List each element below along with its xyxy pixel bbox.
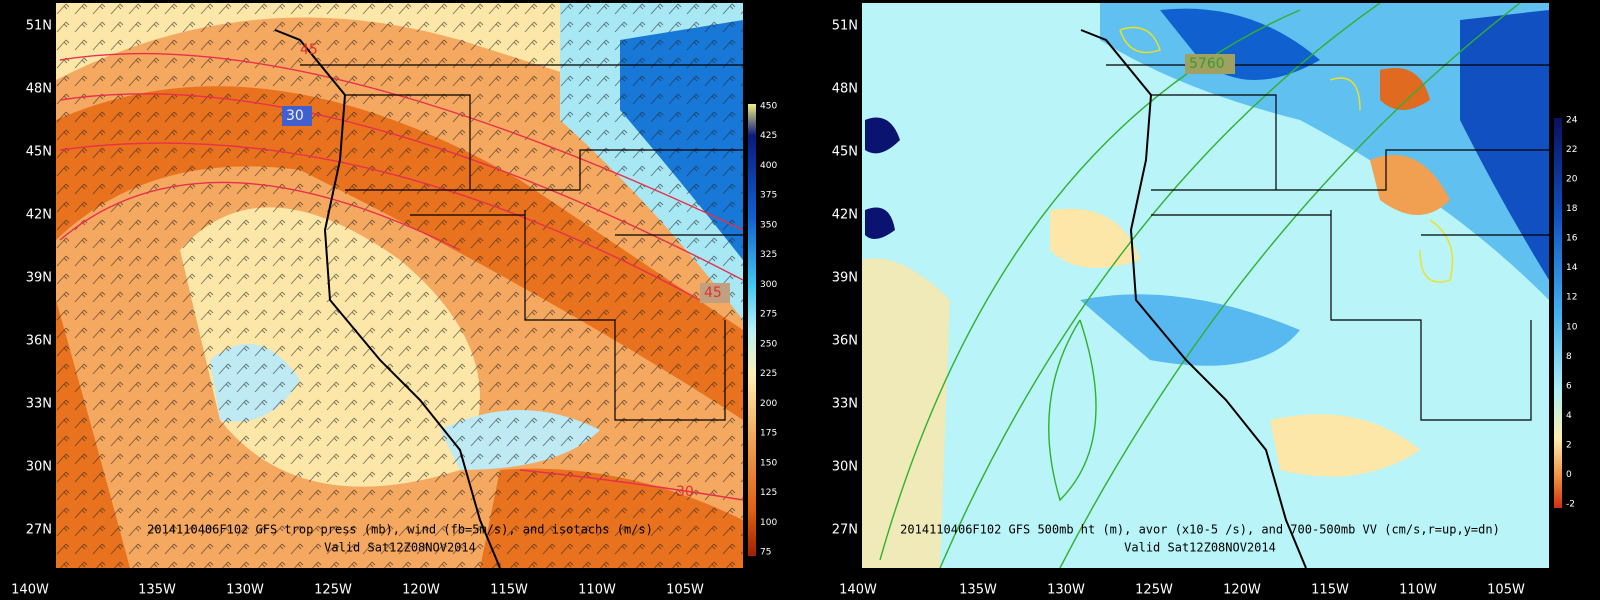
lat-label: 51N (832, 19, 858, 34)
colorbar-label: 150 (760, 458, 777, 468)
lon-label: 130W (1047, 583, 1085, 598)
colorbar-label: -2 (1566, 500, 1575, 510)
contour-label: 30 (676, 484, 694, 500)
lon-label: 140W (11, 583, 49, 598)
contour-label-box (1185, 54, 1235, 74)
caption: 2014110406F102 GFS trop press (mb), wind… (147, 523, 653, 537)
lon-label: 120W (1223, 583, 1261, 598)
lon-label: 120W (402, 583, 440, 598)
lat-label: 42N (26, 208, 52, 223)
contour-label: 5760 (1189, 56, 1225, 72)
colorbar-label: 300 (760, 280, 777, 290)
contour-label: 45 (300, 42, 318, 58)
lon-label: 115W (490, 583, 528, 598)
lat-label: 33N (832, 397, 858, 412)
colorbar-label: 125 (760, 488, 777, 498)
lon-label: 105W (1487, 583, 1525, 598)
colorbar-label: 8 (1566, 352, 1572, 362)
colorbar (1554, 118, 1562, 508)
colorbar-label: 100 (760, 518, 777, 528)
lon-label: 125W (1135, 583, 1173, 598)
colorbar-label: 0 (1566, 470, 1572, 480)
colorbar-label: 6 (1566, 381, 1572, 391)
valid-time: Valid Sat12Z08NOV2014 (1124, 541, 1276, 555)
lat-label: 48N (832, 82, 858, 97)
colorbar-label: 10 (1566, 322, 1578, 332)
lon-label: 130W (226, 583, 264, 598)
colorbar-label: 350 (760, 220, 777, 230)
lat-label: 36N (832, 334, 858, 349)
lat-label: 27N (26, 523, 52, 538)
lat-label: 51N (26, 19, 52, 34)
colorbar-label: 425 (760, 131, 777, 141)
lon-label: 105W (666, 583, 704, 598)
lat-label: 39N (832, 271, 858, 286)
colorbar-label: 14 (1566, 263, 1578, 273)
colorbar-label: 325 (760, 250, 777, 260)
lon-label: 125W (314, 583, 352, 598)
contour-label-box (282, 106, 312, 126)
lat-label: 36N (26, 334, 52, 349)
colorbar-label: 250 (760, 339, 777, 349)
contour-label: 30 (286, 108, 304, 124)
colorbar-label: 24 (1566, 116, 1578, 126)
colorbar-label: 12 (1566, 293, 1577, 303)
lat-label: 33N (26, 397, 52, 412)
lon-label: 135W (959, 583, 997, 598)
colorbar-label: 75 (760, 548, 771, 558)
colorbar-label: 4 (1566, 411, 1572, 421)
colorbar-label: 16 (1566, 234, 1578, 244)
right-map (862, 3, 1549, 568)
caption: 2014110406F102 GFS 500mb ht (m), avor (x… (900, 523, 1500, 537)
colorbar (748, 104, 756, 556)
colorbar-label: 20 (1566, 175, 1578, 185)
colorbar-label: 2 (1566, 440, 1572, 450)
lon-label: 140W (839, 583, 877, 598)
colorbar-label: 225 (760, 369, 777, 379)
lat-label: 27N (832, 523, 858, 538)
colorbar-label: 175 (760, 429, 777, 439)
lat-label: 48N (26, 82, 52, 97)
colorbar-label: 18 (1566, 204, 1578, 214)
colorbar-label: 22 (1566, 145, 1577, 155)
lon-label: 115W (1311, 583, 1349, 598)
lon-label: 110W (578, 583, 616, 598)
lat-label: 39N (26, 271, 52, 286)
lat-label: 42N (832, 208, 858, 223)
lat-label: 45N (26, 145, 52, 160)
colorbar-label: 275 (760, 310, 777, 320)
left-map (56, 3, 743, 568)
valid-time: Valid Sat12Z08NOV2014 (324, 541, 476, 555)
colorbar-label: 400 (760, 161, 777, 171)
lat-label: 30N (26, 460, 52, 475)
contour-label-box (700, 283, 730, 303)
colorbar-label: 375 (760, 191, 777, 201)
lon-label: 110W (1399, 583, 1437, 598)
colorbar-label: 200 (760, 399, 777, 409)
lon-label: 135W (138, 583, 176, 598)
lat-label: 30N (832, 460, 858, 475)
lat-label: 45N (832, 145, 858, 160)
contour-label: 45 (704, 285, 722, 301)
colorbar-label: 450 (760, 102, 777, 112)
